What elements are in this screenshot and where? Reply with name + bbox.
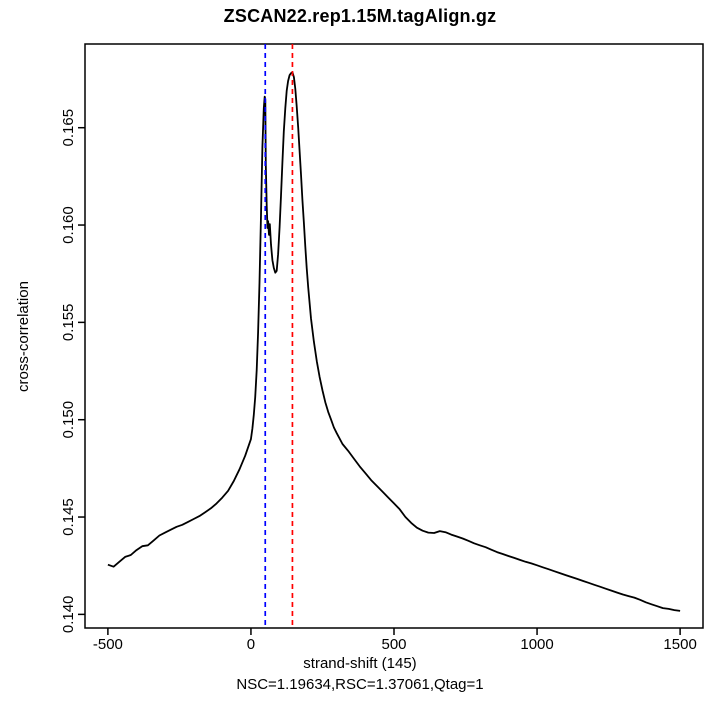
y-tick-label: 0.155 (60, 304, 77, 342)
y-tick-label: 0.140 (60, 596, 77, 634)
x-tick-label: 500 (381, 636, 406, 653)
x-tick-label: 1500 (663, 636, 696, 653)
x-axis-label: strand-shift (145) (303, 655, 417, 672)
y-tick-label: 0.145 (60, 498, 77, 536)
x-tick-label: -500 (93, 636, 123, 653)
series-cross-correlation (107, 71, 681, 612)
x-tick-label: 0 (247, 636, 255, 653)
y-tick-label: 0.165 (60, 109, 77, 147)
y-tick-label: 0.150 (60, 401, 77, 439)
x-tick-label: 1000 (520, 636, 553, 653)
plot-title: ZSCAN22.rep1.15M.tagAlign.gz (223, 6, 497, 26)
y-tick-label: 0.160 (60, 206, 77, 244)
plot-border (84, 43, 704, 629)
plot-subtitle: NSC=1.19634,RSC=1.37061,Qtag=1 (236, 676, 484, 693)
